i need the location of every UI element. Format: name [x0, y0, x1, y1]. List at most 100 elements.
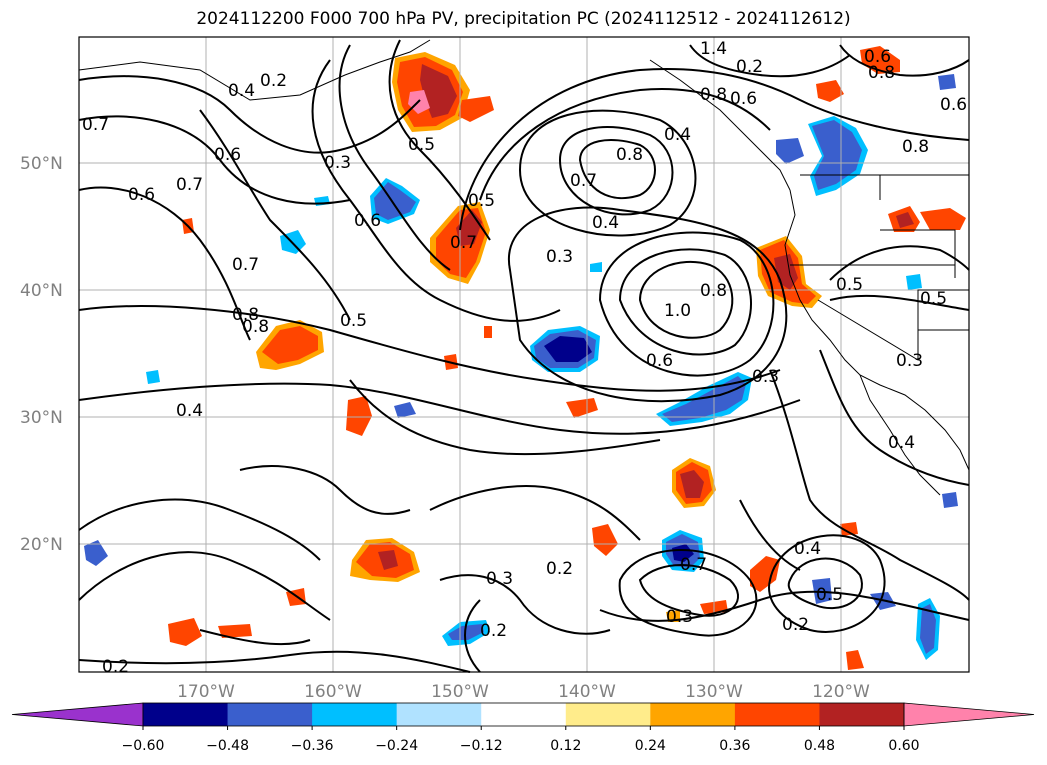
anomaly-bc-coast-core: [812, 120, 862, 190]
contour-label-41: 0.7: [680, 555, 707, 575]
contour-label-30: 0.4: [888, 433, 915, 453]
anomaly-panhandle: [816, 80, 844, 102]
colorbar-tick-label: 0.60: [888, 738, 919, 754]
contour-label-21: 0.8: [700, 281, 727, 301]
contour-label-group: 1.4 0.6 0.4 0.2 0.7 0.6 0.7 0.6 0.8 0.3 …: [82, 39, 967, 677]
contour-label-20: 0.7: [232, 255, 259, 275]
contour-east-1: [769, 369, 970, 601]
contour-label-27: 0.6: [646, 351, 673, 371]
anomaly-subtropical-east-inner: [680, 470, 704, 498]
anomaly-central-pacific-south-inner: [378, 550, 398, 570]
contour-label-6: 0.6: [214, 145, 241, 165]
contour-label-34: 0.3: [666, 607, 693, 627]
anomaly-small-13: [846, 650, 864, 670]
colorbar-segment: [819, 703, 905, 726]
coastlines: [78, 39, 970, 496]
lon-label-140w: 140°W: [558, 682, 616, 702]
anomaly-small-6: [592, 524, 618, 556]
lat-label-20n: 20°N: [20, 535, 63, 555]
anomaly-baja-offshore-core: [662, 376, 746, 422]
colorbar-segment: [227, 703, 313, 726]
anomaly-idaho-core: [896, 212, 914, 228]
contour-big-2: [459, 68, 970, 231]
contour-east-4: [829, 245, 970, 281]
contour-label-39: 0.8: [868, 63, 895, 83]
contour-label-36: 0.2: [480, 621, 507, 641]
contour-label-24: 0.8: [242, 317, 269, 337]
lat-label-40n: 40°N: [20, 281, 63, 301]
colorbar-segment: [734, 703, 820, 726]
anomaly-small-9: [218, 624, 252, 638]
contour-big-5: [349, 379, 661, 456]
contour-low-2: [558, 126, 674, 216]
contour-big-3: [78, 305, 781, 392]
contour-label-18: 0.4: [592, 213, 619, 233]
contour-bottom-1: [78, 650, 471, 673]
anomaly-small-5: [484, 326, 492, 338]
colorbar-segment: [565, 703, 651, 726]
contour-label-29: 0.4: [176, 401, 203, 421]
contour-label-15: 0.8: [902, 137, 929, 157]
colorbar-tick-label: −0.24: [375, 738, 418, 754]
contour-cutoff-3: [598, 231, 775, 377]
anomaly-alaska-coast-small: [458, 96, 494, 122]
contour-label-23: 0.5: [920, 289, 947, 309]
contour-cutoff-1: [638, 260, 734, 339]
colorbar-segment: [650, 703, 736, 726]
contour-ridge-2: [78, 115, 351, 205]
map-title: 2024112200 F000 700 hPa PV, precipitatio…: [196, 9, 851, 29]
colorbar-tick-label: −0.60: [122, 738, 165, 754]
contour-label-3: 0.4: [228, 81, 255, 101]
contour-label-25: 0.5: [340, 311, 367, 331]
anomaly-blue-8: [906, 274, 922, 290]
contour-label-1: 1.4: [700, 39, 727, 59]
contour-east-5: [829, 294, 970, 311]
contour-south-5: [429, 485, 641, 541]
contour-south-6: [439, 574, 611, 635]
coastline-alaska-panhandle: [649, 59, 791, 191]
colorbar-tick-label: 0.12: [550, 738, 581, 754]
contour-label-40: 0.6: [940, 95, 967, 115]
colorbar-tick-label: −0.48: [206, 738, 249, 754]
contour-label-4: 0.2: [260, 71, 287, 91]
contour-label-43: 0.6: [730, 89, 757, 109]
contour-ridge-4: [199, 109, 351, 321]
colorbar-tick-label: 0.48: [804, 738, 835, 754]
lat-label-30n: 30°N: [20, 408, 63, 428]
contour-south-8: [638, 564, 740, 617]
colorbar: −0.60 −0.48 −0.36 −0.24 −0.12 0.12 0.24 0.36 0.4…: [11, 702, 1035, 754]
anomaly-small-8: [168, 618, 202, 646]
contour-ridge-1: [78, 75, 421, 154]
lat-label-50n: 50°N: [20, 154, 63, 174]
lon-label-160w: 160°W: [304, 682, 362, 702]
anomaly-blue-9: [942, 492, 958, 508]
contour-label-13: 0.7: [570, 171, 597, 191]
contour-south-3: [199, 629, 311, 646]
contour-south-1: [78, 498, 321, 561]
contour-label-45: 0.3: [486, 569, 513, 589]
border-states-4: [817, 299, 969, 361]
contour-label-32: 0.2: [546, 559, 573, 579]
contour-bottom-2: [599, 590, 970, 622]
contour-label-22: 0.5: [836, 275, 863, 295]
contour-label-28: 0.3: [752, 367, 779, 387]
colorbar-segment: [481, 703, 567, 726]
contour-big-4: [78, 382, 801, 435]
contour-label-17: 0.7: [450, 233, 477, 253]
contour-east-2: [819, 349, 970, 486]
anomaly-blue-4: [146, 370, 160, 384]
contour-trough-2: [338, 44, 451, 271]
contour-ne-1: [689, 44, 851, 78]
colorbar-outline: [142, 702, 905, 727]
contour-label-44: 0.8: [700, 85, 727, 105]
contour-south-4: [239, 465, 411, 515]
contour-label-31: 0.3: [896, 351, 923, 371]
contour-label-11: 0.5: [408, 135, 435, 155]
border-states-3: [880, 229, 956, 278]
anomaly-subtropical-blue-inner: [672, 544, 694, 562]
coastline-baja: [859, 374, 941, 496]
colorbar-extend-high: [903, 702, 1035, 727]
coastline-west-us: [784, 189, 970, 471]
anomaly-small-7: [750, 556, 780, 592]
contour-big-1: [479, 88, 771, 201]
